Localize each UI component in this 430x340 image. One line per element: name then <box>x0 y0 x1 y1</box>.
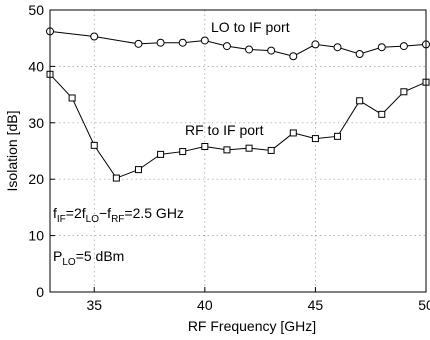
rf-to-if-port-point <box>112 174 120 182</box>
y-axis-label: Isolation [dB] <box>4 111 20 192</box>
rf-to-if-port-point <box>157 150 165 158</box>
x-tick-label: 40 <box>197 297 213 313</box>
fif-minus-f: −f <box>99 205 111 221</box>
plot-frame <box>49 9 427 293</box>
plo-symbol: P <box>53 248 62 264</box>
fif-subscript-if: IF <box>57 214 66 225</box>
rf-to-if-port-point <box>68 94 76 102</box>
lo-to-if-port-point <box>289 52 298 61</box>
fif-subscript-lo: LO <box>86 214 100 225</box>
fif-subscript-rf: RF <box>111 214 124 225</box>
rf-to-if-port-point <box>267 146 275 154</box>
rf-to-if-port-point <box>334 132 342 140</box>
y-tick-label: 40 <box>28 58 44 74</box>
rf-to-if-port-point <box>223 146 231 154</box>
grid-layer <box>50 10 426 292</box>
y-tick-label: 50 <box>28 2 44 18</box>
y-tick-label: 30 <box>28 115 44 131</box>
fif-symbol: f <box>53 205 57 221</box>
lo-to-if-port-point <box>333 43 342 52</box>
rf-to-if-port-point <box>179 148 187 156</box>
lo-to-if-port-point <box>90 32 99 41</box>
lo-to-if-port-point <box>267 46 276 55</box>
fif-value: =2.5 GHz <box>124 205 184 221</box>
y-tick-label: 10 <box>28 228 44 244</box>
lo-to-if-port-label: LO to IF port <box>211 19 290 35</box>
lo-to-if-port-point <box>399 42 408 51</box>
rf-to-if-port-point <box>134 166 142 174</box>
x-tick-label: 45 <box>308 297 324 313</box>
lo-to-if-port-point <box>377 43 386 52</box>
lo-to-if-port-point <box>156 38 165 47</box>
lo-to-if-port-point <box>178 38 187 47</box>
rf-to-if-port-point <box>245 144 253 152</box>
plo-value: =5 dBm <box>76 248 125 264</box>
rf-to-if-port-point <box>311 135 319 143</box>
fif-equation-annotation: fIF=2fLO−fRF=2.5 GHz <box>53 205 184 225</box>
plo-subscript-lo: LO <box>62 257 76 268</box>
lo-to-if-port-point <box>245 45 254 54</box>
lo-to-if-port-point <box>200 36 209 45</box>
rf-to-if-port-point <box>356 97 364 105</box>
lo-to-if-port-point <box>222 42 231 51</box>
rf-to-if-port-line <box>49 73 427 179</box>
x-axis-label: RF Frequency [GHz] <box>188 318 316 334</box>
rf-to-if-port-point <box>201 142 209 150</box>
lo-to-if-port-point <box>355 49 364 58</box>
rf-to-if-port-point <box>400 88 408 96</box>
axes-layer <box>49 9 427 293</box>
y-tick-label: 0 <box>36 284 44 300</box>
rf-to-if-port-point <box>289 129 297 137</box>
x-tick-label: 35 <box>86 297 102 313</box>
x-tick-label: 50 <box>418 297 430 313</box>
plo-annotation: PLO=5 dBm <box>53 248 124 268</box>
lo-to-if-port-point <box>311 40 320 49</box>
rf-to-if-port-point <box>90 141 98 149</box>
y-tick-label: 20 <box>28 171 44 187</box>
fif-eq-2f: =2f <box>66 205 86 221</box>
rf-to-if-port-point <box>378 110 386 118</box>
lo-to-if-port-line <box>49 30 427 57</box>
ticks-layer: 35 40 45 50 0 10 20 30 40 50 <box>28 2 430 313</box>
rf-to-if-port-label: RF to IF port <box>185 122 264 138</box>
lo-to-if-port-point <box>134 39 143 48</box>
series-layer <box>46 27 430 182</box>
